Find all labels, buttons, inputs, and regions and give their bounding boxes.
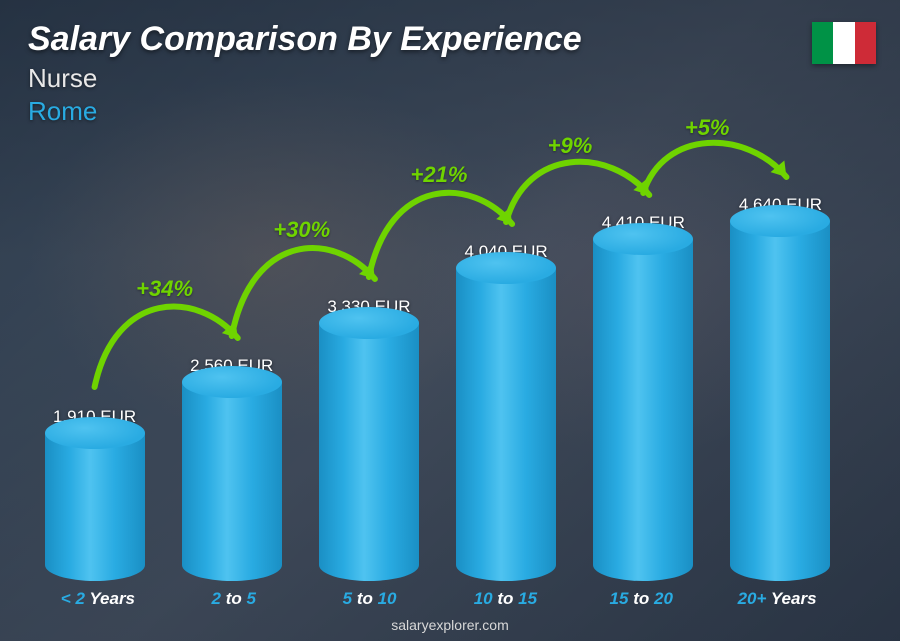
bar-group: 4,640 EUR [716,195,845,581]
flag-stripe-white [833,22,854,64]
footer-attribution: salaryexplorer.com [0,617,900,633]
chart-title: Salary Comparison By Experience [28,20,872,59]
flag-stripe-green [812,22,833,64]
flag-stripe-red [855,22,876,64]
growth-percent-label: +5% [685,115,730,141]
xaxis-category-label: < 2 Years [30,589,166,609]
bar-body [730,221,830,581]
bar-body [456,268,556,581]
bar-top-ellipse [182,366,282,398]
xaxis-category-label: 5 to 10 [302,589,438,609]
bar-group: 1,910 EUR [30,407,159,581]
xaxis-category-label: 2 to 5 [166,589,302,609]
growth-percent-label: +9% [548,133,593,159]
bar-top-ellipse [730,205,830,237]
bar-group: 4,040 EUR [442,242,571,581]
bar [45,433,145,581]
chart-subtitle-job: Nurse [28,63,872,94]
bar-top-ellipse [319,307,419,339]
bar [730,221,830,581]
country-flag-italy [812,22,876,64]
bar-chart: 1,910 EUR 2,560 EUR 3,330 EUR 4,040 EUR … [30,145,845,581]
bar [456,268,556,581]
bar-body [182,382,282,581]
growth-percent-label: +30% [273,217,330,243]
bar-top-ellipse [593,223,693,255]
header: Salary Comparison By Experience Nurse Ro… [28,20,872,127]
xaxis-category-label: 15 to 20 [573,589,709,609]
bar-body [593,239,693,581]
bar-top-ellipse [45,417,145,449]
growth-percent-label: +34% [136,276,193,302]
bar-body [45,433,145,581]
growth-percent-label: +21% [411,162,468,188]
bars-container: 1,910 EUR 2,560 EUR 3,330 EUR 4,040 EUR … [30,145,845,581]
bar [319,323,419,581]
xaxis-category-label: 20+ Years [709,589,845,609]
bar-group: 3,330 EUR [304,297,433,581]
bar-group: 4,410 EUR [579,213,708,581]
bar-group: 2,560 EUR [167,356,296,581]
bar-body [319,323,419,581]
xaxis: < 2 Years2 to 55 to 1010 to 1515 to 2020… [30,589,845,609]
bar [593,239,693,581]
chart-subtitle-location: Rome [28,96,872,127]
xaxis-category-label: 10 to 15 [437,589,573,609]
bar [182,382,282,581]
bar-top-ellipse [456,252,556,284]
